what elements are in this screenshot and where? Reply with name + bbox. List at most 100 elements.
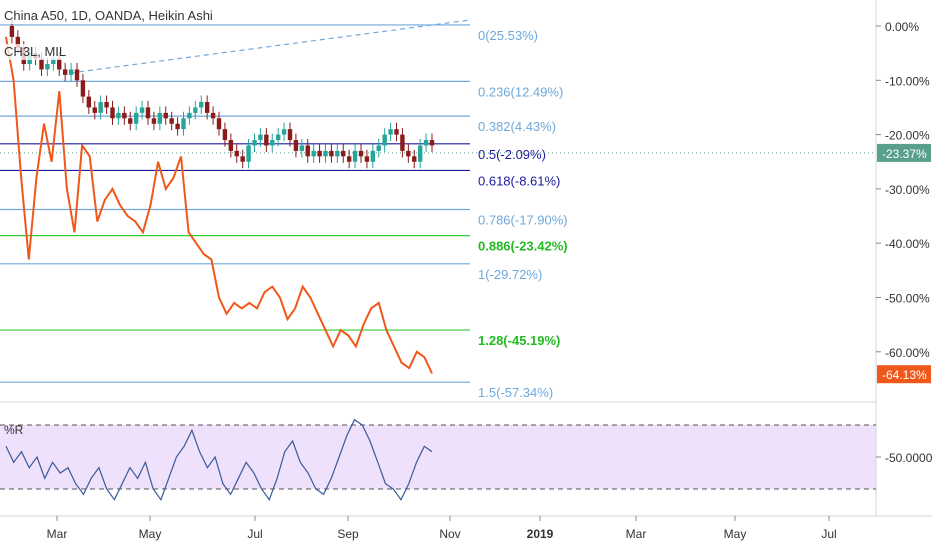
candle-body [417, 145, 423, 162]
wr-tick-label: -50.0000 [885, 451, 932, 465]
candle-body [175, 123, 180, 130]
candle-body [116, 112, 121, 119]
candle-body [346, 156, 352, 162]
current-value-tag [877, 365, 931, 384]
candle-body [204, 102, 210, 113]
candle-body [210, 112, 216, 119]
candle-body [15, 36, 21, 48]
candle-body [275, 134, 281, 141]
candle-body [157, 112, 163, 124]
current-value-tag [877, 143, 931, 162]
candle-body [311, 150, 316, 157]
y-tick-label: 0.00% [885, 20, 919, 34]
fib-level-label: 0.5(-2.09%) [478, 147, 546, 162]
candle-body [216, 118, 222, 130]
x-tick-label: May [139, 527, 162, 541]
candle-body [406, 150, 411, 157]
y-tick-label: -60.00% [885, 346, 930, 360]
y-tick-label: -40.00% [885, 237, 930, 251]
candle-body [45, 64, 50, 70]
candle-body [133, 112, 139, 124]
x-tick-label: Mar [47, 527, 68, 541]
candle-body [388, 129, 393, 135]
candle-body [341, 150, 346, 157]
x-tick-label: Sep [337, 527, 359, 541]
candle-body [423, 140, 429, 146]
candle-body [335, 150, 340, 157]
candle-body [352, 150, 358, 162]
axes: 0.00% -10.00% -20.00% -30.00% -40.00% -50.00%… [47, 20, 932, 541]
candle-body [281, 129, 287, 135]
fib-level-label: 1.5(-57.34%) [478, 385, 553, 400]
fib-level-label: 0.618(-8.61%) [478, 173, 560, 188]
y-tick-label: -10.00% [885, 74, 930, 88]
fibonacci-levels[interactable]: 0(25.53%) 0.236(12.49%) 0.382(4.43%) 0.5(-2… [0, 19, 876, 400]
candle-body [376, 145, 381, 151]
fib-level-label: 0(25.53%) [478, 28, 538, 43]
candle-body [293, 140, 299, 151]
candle-body [258, 134, 263, 141]
candle-body [270, 140, 275, 146]
x-tick-label: Jul [247, 527, 262, 541]
y-tick-label: -50.00% [885, 292, 930, 306]
candle-body [199, 102, 204, 108]
y-tick-label: -20.00% [885, 129, 930, 143]
chart-legend-title[interactable]: China A50, 1D, OANDA, Heikin Ashi [4, 8, 213, 24]
fib-level-label: 0.886(-23.42%) [478, 239, 568, 254]
candle-body [128, 118, 133, 124]
candle-body [187, 112, 192, 119]
x-tick-label: Nov [439, 527, 460, 541]
indicator-legend[interactable]: %R [4, 423, 24, 437]
candle-body [358, 150, 364, 157]
candle-body [240, 156, 245, 162]
candle-body [287, 129, 293, 141]
candle-body [400, 134, 405, 151]
current-value-label: -64.13% [882, 368, 927, 382]
candle-body [145, 107, 151, 119]
candle-body [139, 107, 145, 113]
chart-legend-compare[interactable]: CH3L, MIL [4, 44, 67, 60]
candle-body [92, 107, 97, 113]
candle-body [394, 129, 399, 135]
fib-trend-line [69, 19, 471, 74]
candle-body [104, 102, 109, 108]
candle-body [80, 80, 86, 97]
y-tick-label: -30.00% [885, 183, 930, 197]
candle-body [9, 26, 15, 37]
candle-body [122, 112, 127, 119]
fib-level-label: 1.28(-45.19%) [478, 333, 560, 348]
candle-body [51, 58, 56, 65]
candle-body [169, 118, 174, 124]
candle-body [86, 96, 92, 108]
candle-body [193, 107, 198, 113]
candle-body [252, 140, 257, 146]
candle-body [364, 156, 370, 162]
x-tick-label: May [724, 527, 747, 541]
candle-body [246, 145, 251, 162]
candle-body [222, 129, 228, 141]
candle-body [57, 58, 62, 70]
candle-body [323, 150, 328, 157]
candle-body [228, 140, 234, 151]
candle-body [110, 107, 115, 119]
wr-line [5, 418, 433, 501]
williams-r-band [0, 425, 876, 489]
candle-body [382, 134, 387, 146]
fib-level-label: 1(-29.72%) [478, 267, 542, 282]
candle-body [412, 156, 417, 162]
x-tick-label: 2019 [527, 527, 554, 541]
candle-body [68, 69, 74, 75]
candle-body [62, 69, 68, 75]
fib-level-label: 0.236(12.49%) [478, 84, 563, 99]
x-tick-label: Jul [821, 527, 836, 541]
candle-body [98, 102, 103, 113]
candle-body [234, 150, 239, 157]
current-value-label: -23.37% [882, 147, 927, 161]
candle-body [305, 145, 310, 157]
fib-level-label: 0.786(-17.90%) [478, 213, 568, 228]
candle-body [181, 118, 186, 130]
candle-body [163, 112, 168, 119]
compare-series [5, 36, 433, 374]
fib-level-label: 0.382(4.43%) [478, 119, 556, 134]
